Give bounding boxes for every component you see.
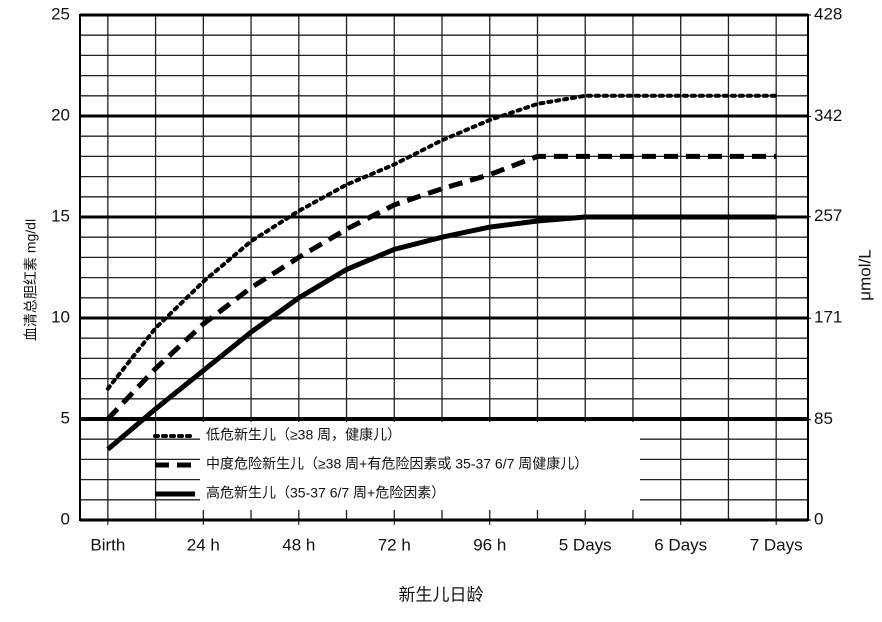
legend-label: 低危新生儿（≥38 周，健康儿） (206, 427, 401, 443)
legend-label: 中度危险新生儿（≥38 周+有危险因素或 35-37 6/7 周健康儿） (206, 456, 588, 472)
legend-label: 高危新生儿（35-37 6/7 周+危险因素） (206, 485, 445, 501)
x-tick-label: 48 h (282, 535, 315, 554)
x-tick-label: 72 h (378, 535, 411, 554)
x-tick-label: 6 Days (654, 535, 707, 554)
series-line (106, 214, 777, 452)
y2-tick-label: 342 (814, 106, 842, 125)
y-tick-label: 5 (61, 408, 70, 427)
y-axis-label: 血清总胆红素 mg/dl (23, 219, 39, 341)
x-tick-label: Birth (90, 535, 125, 554)
x-tick-label: 5 Days (559, 535, 612, 554)
y2-tick-label: 0 (814, 509, 823, 528)
y2-tick-label: 171 (814, 308, 842, 327)
series-line (105, 93, 779, 391)
y-tick-label: 10 (51, 307, 70, 326)
series-line (106, 153, 777, 421)
y-tick-label: 20 (51, 105, 70, 124)
y2-tick-label: 428 (814, 4, 842, 23)
y-tick-label: 15 (51, 206, 70, 225)
plot-frame (79, 14, 809, 521)
x-tick-label: 96 h (473, 535, 506, 554)
y-tick-label: 25 (51, 4, 70, 23)
x-axis-label: 新生儿日龄 (399, 585, 484, 604)
legend-background (200, 422, 640, 510)
x-tick-label: 24 h (187, 535, 220, 554)
y-tick-label: 0 (61, 509, 70, 528)
y2-axis-label: μmol/L (855, 249, 874, 300)
y2-tick-label: 85 (814, 409, 833, 428)
y2-tick-label: 257 (814, 206, 842, 225)
x-tick-label: 7 Days (750, 535, 803, 554)
